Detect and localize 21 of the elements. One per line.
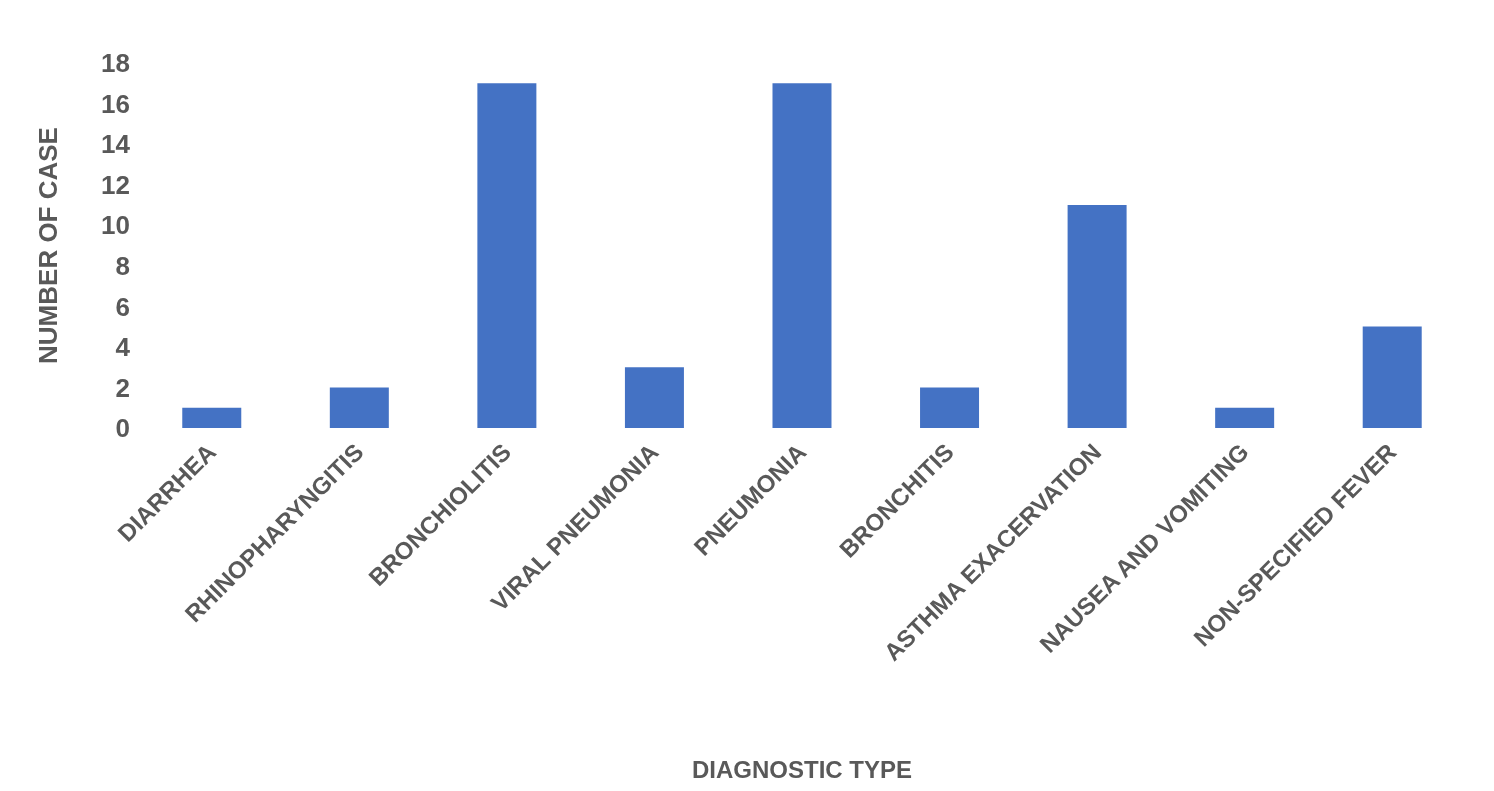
bar [624,367,684,428]
bar [772,83,832,428]
y-tick-label: 12 [101,169,130,200]
bar [477,83,537,428]
y-tick-label: 16 [101,88,130,119]
bar [1362,326,1422,428]
y-tick-label: 0 [115,413,130,444]
bar [182,407,242,428]
y-tick-label: 4 [115,332,131,363]
bar [329,387,389,428]
y-axis-title: NUMBER OF CASE [33,127,64,364]
y-tick-label: 18 [101,48,130,79]
bar [1067,204,1127,428]
y-tick-label: 14 [101,129,131,160]
y-tick-label: 6 [115,291,130,322]
bar [920,387,980,428]
y-tick-label: 8 [115,251,130,282]
bar [1215,407,1275,428]
x-axis-title: DIAGNOSTIC TYPE [691,756,913,783]
y-tick-label: 2 [115,372,130,403]
y-tick-label: 10 [101,210,130,241]
